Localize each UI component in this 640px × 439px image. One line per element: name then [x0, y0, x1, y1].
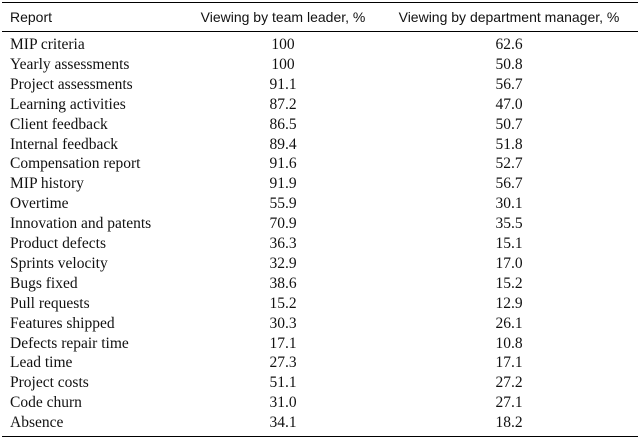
- value-cell: 32.9: [269, 254, 297, 272]
- value-cell: 91.6: [269, 155, 297, 173]
- value-cell: 70.9: [269, 215, 297, 233]
- value-cell: 34.1: [269, 414, 297, 432]
- row-label: Features shipped: [10, 314, 115, 332]
- value-cell: 27.3: [269, 354, 297, 372]
- value-cell: 47.0: [495, 95, 523, 113]
- value-cell: 15.2: [495, 274, 523, 292]
- value-cell: 87.2: [269, 95, 297, 113]
- row-label: MIP history: [10, 175, 84, 193]
- row-label: Project costs: [10, 374, 89, 392]
- value-cell: 55.9: [269, 195, 297, 213]
- value-cell: 56.7: [495, 175, 523, 193]
- value-cell: 50.8: [495, 55, 523, 73]
- value-cell: 17.1: [495, 354, 523, 372]
- value-cell: 100: [271, 55, 295, 73]
- value-cell: 17.0: [495, 254, 523, 272]
- row-label: Yearly assessments: [10, 55, 130, 73]
- bottom-rule: [2, 436, 638, 438]
- value-cell: 52.7: [495, 155, 523, 173]
- value-cell: 15.2: [269, 294, 297, 312]
- row-label: Pull requests: [10, 294, 90, 312]
- row-label: Internal feedback: [10, 135, 119, 153]
- row-label: Overtime: [10, 195, 69, 213]
- row-label: MIP criteria: [10, 36, 85, 53]
- row-label: Code churn: [10, 394, 82, 412]
- value-cell: 15.1: [495, 235, 523, 252]
- row-label: Lead time: [10, 354, 73, 372]
- value-cell: 12.9: [495, 294, 523, 312]
- row-label: Absence: [10, 414, 64, 432]
- header-cell: Viewing by team leader, %: [200, 9, 366, 25]
- row-label: Project assessments: [10, 75, 133, 93]
- value-cell: 62.6: [495, 36, 523, 53]
- row-label: Product defects: [10, 235, 106, 252]
- value-cell: 31.0: [269, 394, 297, 412]
- header-cell: Viewing by department manager, %: [398, 9, 620, 25]
- value-cell: 30.3: [269, 314, 297, 332]
- value-cell: 10.8: [495, 334, 523, 352]
- header-rule: [2, 31, 638, 32]
- header-cell: Report: [10, 9, 53, 25]
- value-cell: 17.1: [269, 334, 297, 352]
- value-cell: 56.7: [495, 75, 523, 93]
- value-cell: 26.1: [495, 314, 523, 332]
- value-cell: 36.3: [269, 235, 297, 252]
- value-cell: 38.6: [269, 274, 297, 292]
- value-cell: 100: [271, 36, 295, 53]
- value-cell: 18.2: [495, 414, 523, 432]
- row-label: Client feedback: [10, 115, 108, 133]
- value-cell: 89.4: [269, 135, 297, 153]
- row-label: Sprints velocity: [10, 254, 108, 272]
- row-label: Compensation report: [10, 155, 141, 173]
- value-cell: 27.1: [495, 394, 523, 412]
- value-cell: 50.7: [495, 115, 523, 133]
- top-rule: [2, 2, 638, 4]
- value-cell: 30.1: [495, 195, 523, 213]
- value-cell: 51.1: [269, 374, 297, 392]
- value-cell: 86.5: [269, 115, 297, 133]
- row-label: Defects repair time: [10, 334, 129, 352]
- row-label: Learning activities: [10, 95, 126, 113]
- row-label: Bugs fixed: [10, 274, 78, 292]
- value-cell: 51.8: [495, 135, 523, 153]
- value-cell: 35.5: [495, 215, 523, 233]
- value-cell: 27.2: [495, 374, 523, 392]
- value-cell: 91.9: [269, 175, 297, 193]
- value-cell: 91.1: [269, 75, 297, 93]
- row-label: Innovation and patents: [10, 215, 152, 233]
